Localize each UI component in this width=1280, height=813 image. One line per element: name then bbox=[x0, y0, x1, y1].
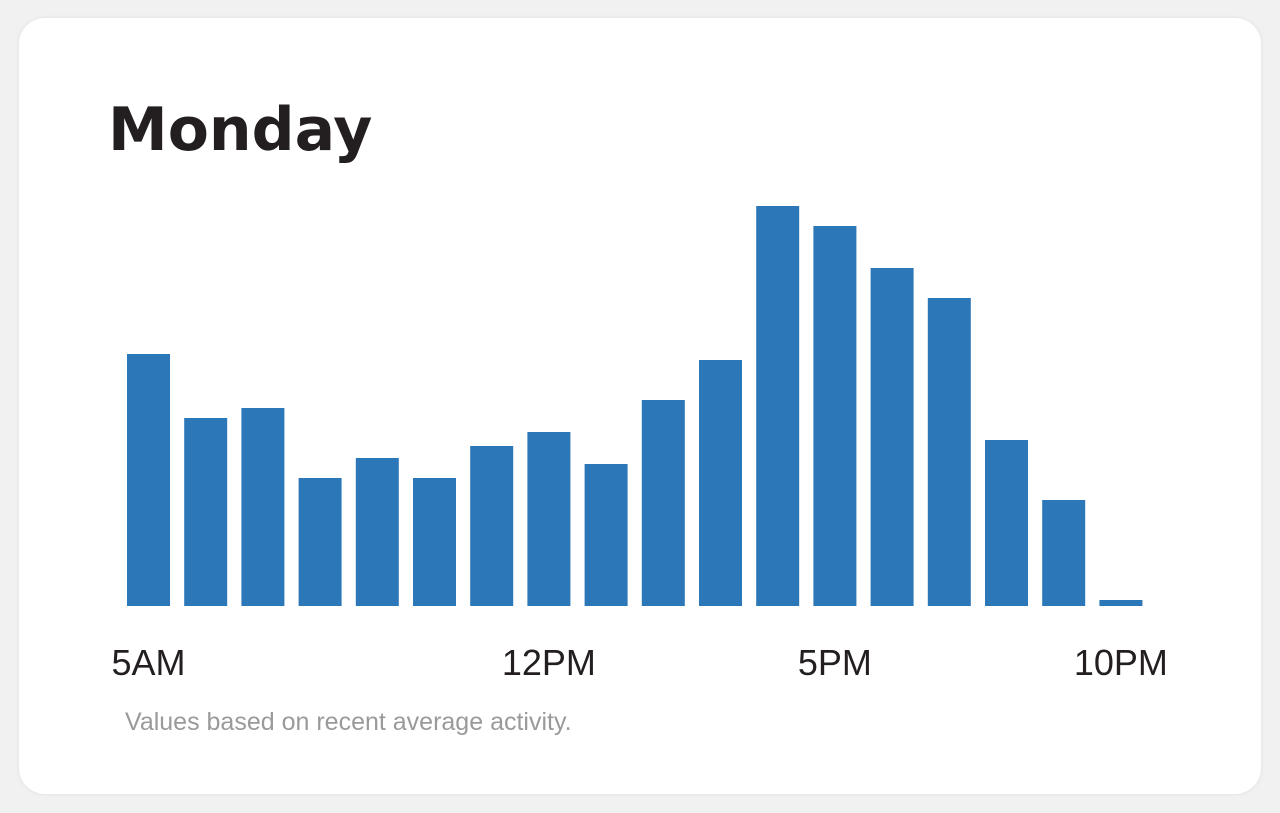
bar-10pm bbox=[1099, 600, 1143, 606]
bar-1pm bbox=[584, 464, 628, 606]
bar-2pm bbox=[641, 400, 685, 606]
x-tick-label-10pm: 10PM bbox=[1074, 642, 1168, 683]
bar-6pm bbox=[870, 268, 914, 606]
bar-8am bbox=[298, 478, 342, 606]
bar-5pm bbox=[813, 226, 857, 606]
x-tick-label-12pm: 12PM bbox=[502, 642, 596, 683]
bar-5am bbox=[127, 354, 170, 606]
bar-9am bbox=[355, 458, 399, 606]
bar-chart: 5AM 12PM 5PM 10PM bbox=[111, 206, 1168, 683]
x-tick-label-5am: 5AM bbox=[111, 642, 185, 683]
day-title: Monday bbox=[108, 95, 373, 165]
popular-times-card: Monday 5AM 12PM 5PM 10PM Values based on re… bbox=[19, 18, 1261, 794]
bar-3pm bbox=[699, 360, 742, 606]
footnote: Values based on recent average activity. bbox=[125, 708, 572, 736]
bar-7pm bbox=[927, 298, 971, 606]
bar-10am bbox=[413, 478, 456, 606]
bar-12pm bbox=[527, 432, 571, 606]
bar-9pm bbox=[1042, 500, 1086, 606]
bar-6am bbox=[184, 418, 228, 606]
bar-4pm bbox=[756, 206, 800, 606]
x-tick-label-5pm: 5PM bbox=[798, 642, 872, 683]
bar-7am bbox=[241, 408, 285, 606]
bar-11am bbox=[470, 446, 514, 606]
bar-8pm bbox=[985, 440, 1028, 606]
